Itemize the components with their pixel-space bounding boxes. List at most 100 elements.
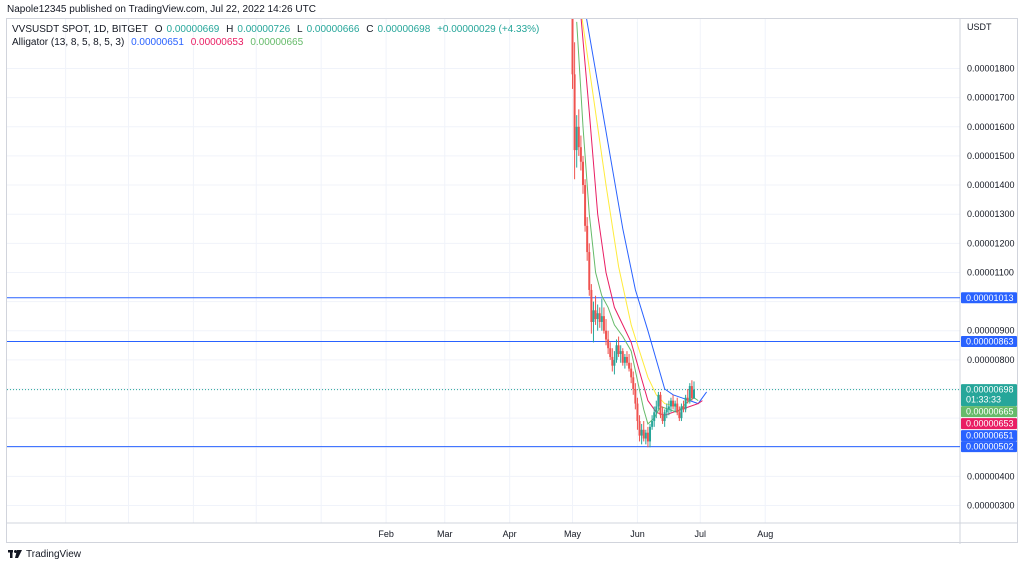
x-tick-label: Apr	[503, 529, 517, 539]
candle	[609, 342, 612, 360]
candle-body	[577, 126, 580, 148]
candle	[573, 42, 576, 180]
last-price-badge-bg	[961, 384, 1017, 407]
candle	[653, 406, 656, 427]
candle	[684, 394, 687, 413]
candle	[605, 319, 608, 346]
candle-body	[598, 313, 601, 322]
candle-body	[642, 429, 645, 439]
candle	[596, 304, 599, 331]
indicator-legend: Alligator (13, 8, 5, 8, 5, 3) 0.00000651…	[12, 37, 307, 48]
level-price-badge: 0.00000502	[966, 442, 1014, 452]
candle-body	[588, 252, 591, 290]
candle	[615, 339, 618, 363]
y-tick-label: 0.00001400	[967, 180, 1015, 190]
candle	[590, 284, 593, 334]
y-tick-label: 0.00001500	[967, 151, 1015, 161]
candle-body	[682, 406, 685, 410]
y-tick-label: 0.00001800	[967, 64, 1015, 74]
level-price-badge-bg	[961, 441, 1017, 453]
candle-body	[684, 397, 687, 410]
candle	[602, 307, 605, 334]
candle-body	[651, 421, 654, 427]
candle	[642, 421, 645, 442]
candle-body	[663, 412, 666, 422]
change-value: +0.00000029 (+4.33%)	[437, 24, 540, 35]
indicator-badge: 0.00000653	[966, 419, 1014, 429]
candle-body	[690, 386, 693, 399]
level-price-badge: 0.00000863	[966, 337, 1014, 347]
ohlc-high-value: 0.00000726	[237, 24, 291, 35]
candle	[663, 409, 666, 427]
candle-body	[586, 225, 589, 253]
candle-body	[640, 429, 643, 436]
candle	[611, 348, 614, 372]
candle-body	[571, 19, 574, 75]
candle	[592, 301, 595, 343]
indicator-badge-bg	[961, 418, 1017, 430]
x-tick-label: May	[564, 529, 582, 539]
symbol-legend: VVSUSDT SPOT, 1D, BITGET O 0.00000669 H 0.…	[12, 24, 543, 35]
y-tick-label: 0.00001200	[967, 238, 1015, 248]
brand-name: TradingView	[26, 549, 82, 560]
candle-body	[638, 421, 641, 436]
candle-body	[611, 356, 614, 366]
candle-body	[573, 74, 576, 151]
x-tick-label: Mar	[437, 529, 453, 539]
candle-body	[609, 348, 612, 357]
candle-body	[665, 409, 668, 413]
candle-body	[678, 412, 681, 419]
candle	[613, 351, 616, 375]
lips-value: 0.00000665	[250, 37, 304, 48]
candle-body	[688, 386, 691, 401]
y-tick-label: 0.00000800	[967, 355, 1015, 365]
candle-body	[676, 403, 679, 413]
candle-body	[602, 316, 605, 331]
candle	[623, 354, 626, 369]
candle-body	[596, 313, 599, 320]
symbol-name[interactable]: VVSUSDT SPOT, 1D, BITGET	[12, 24, 148, 35]
candle	[646, 426, 649, 448]
candle	[661, 406, 664, 424]
y-tick-label: 0.00000400	[967, 471, 1015, 481]
x-tick-label: Jul	[695, 529, 707, 539]
candle	[678, 406, 681, 422]
candle	[600, 298, 603, 331]
candle	[638, 415, 641, 442]
candle-body	[667, 406, 670, 410]
indicator-badge: 0.00000651	[966, 431, 1014, 441]
teeth-value: 0.00000653	[190, 37, 244, 48]
candle-body	[625, 356, 628, 363]
x-tick-label: Feb	[378, 529, 394, 539]
indicator-badge-bg	[961, 406, 1017, 418]
candle	[672, 394, 675, 410]
candle-body	[615, 345, 618, 360]
candle	[692, 381, 695, 399]
candle-body	[674, 403, 677, 407]
candle-body	[680, 406, 683, 419]
candle	[682, 400, 685, 413]
candle	[598, 307, 601, 328]
candle-body	[607, 339, 610, 349]
alligator-jaw-line	[586, 19, 708, 405]
indicator-label[interactable]: Alligator (13, 8, 5, 8, 5, 3)	[12, 37, 125, 48]
indicator-badge-bg	[961, 430, 1017, 442]
candle-body	[605, 330, 608, 340]
y-tick-label: 0.00001100	[967, 267, 1014, 277]
candle	[665, 403, 668, 419]
candle	[674, 400, 677, 413]
candle	[644, 429, 647, 445]
jaw-value: 0.00000651	[131, 37, 184, 48]
candle	[649, 423, 652, 448]
candle	[676, 397, 679, 416]
candle	[690, 380, 693, 401]
candle	[594, 295, 597, 325]
level-price-badge-bg	[961, 292, 1017, 304]
candle	[640, 423, 643, 445]
candle	[621, 348, 624, 366]
y-tick-label: 0.00001600	[967, 122, 1015, 132]
y-tick-label: 0.00000900	[967, 326, 1015, 336]
candle	[636, 397, 639, 430]
candle	[628, 354, 631, 372]
